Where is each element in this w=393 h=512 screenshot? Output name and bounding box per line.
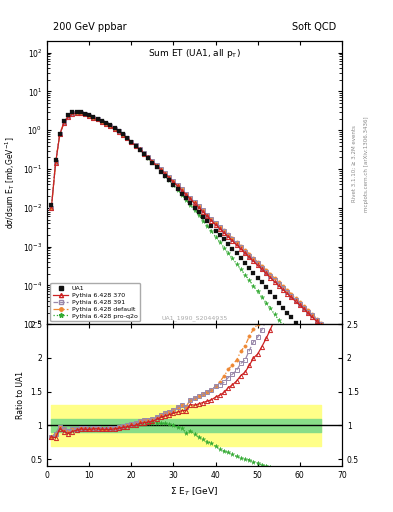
Text: 200 GeV ppbar: 200 GeV ppbar (53, 23, 127, 32)
Y-axis label: d$\sigma$/dsum E$_{\rm T}$ [mb,GeV$^{-1}$]: d$\sigma$/dsum E$_{\rm T}$ [mb,GeV$^{-1}… (4, 136, 17, 229)
Text: Soft QCD: Soft QCD (292, 23, 336, 32)
Y-axis label: Ratio to UA1: Ratio to UA1 (16, 371, 25, 419)
X-axis label: $\Sigma$ E$_T$ [GeV]: $\Sigma$ E$_T$ [GeV] (171, 485, 219, 498)
Text: mcplots.cern.ch [arXiv:1306.3436]: mcplots.cern.ch [arXiv:1306.3436] (364, 116, 369, 211)
Text: UA1_1990_S2044935: UA1_1990_S2044935 (162, 316, 228, 322)
Text: Rivet 3.1.10; ≥ 3.2M events: Rivet 3.1.10; ≥ 3.2M events (352, 125, 357, 202)
Legend: UA1, Pythia 6.428 370, Pythia 6.428 391, Pythia 6.428 default, Pythia 6.428 pro-: UA1, Pythia 6.428 370, Pythia 6.428 391,… (50, 283, 140, 321)
Text: Sum ET (UA1, all p$_{\rm T}$): Sum ET (UA1, all p$_{\rm T}$) (148, 47, 241, 59)
